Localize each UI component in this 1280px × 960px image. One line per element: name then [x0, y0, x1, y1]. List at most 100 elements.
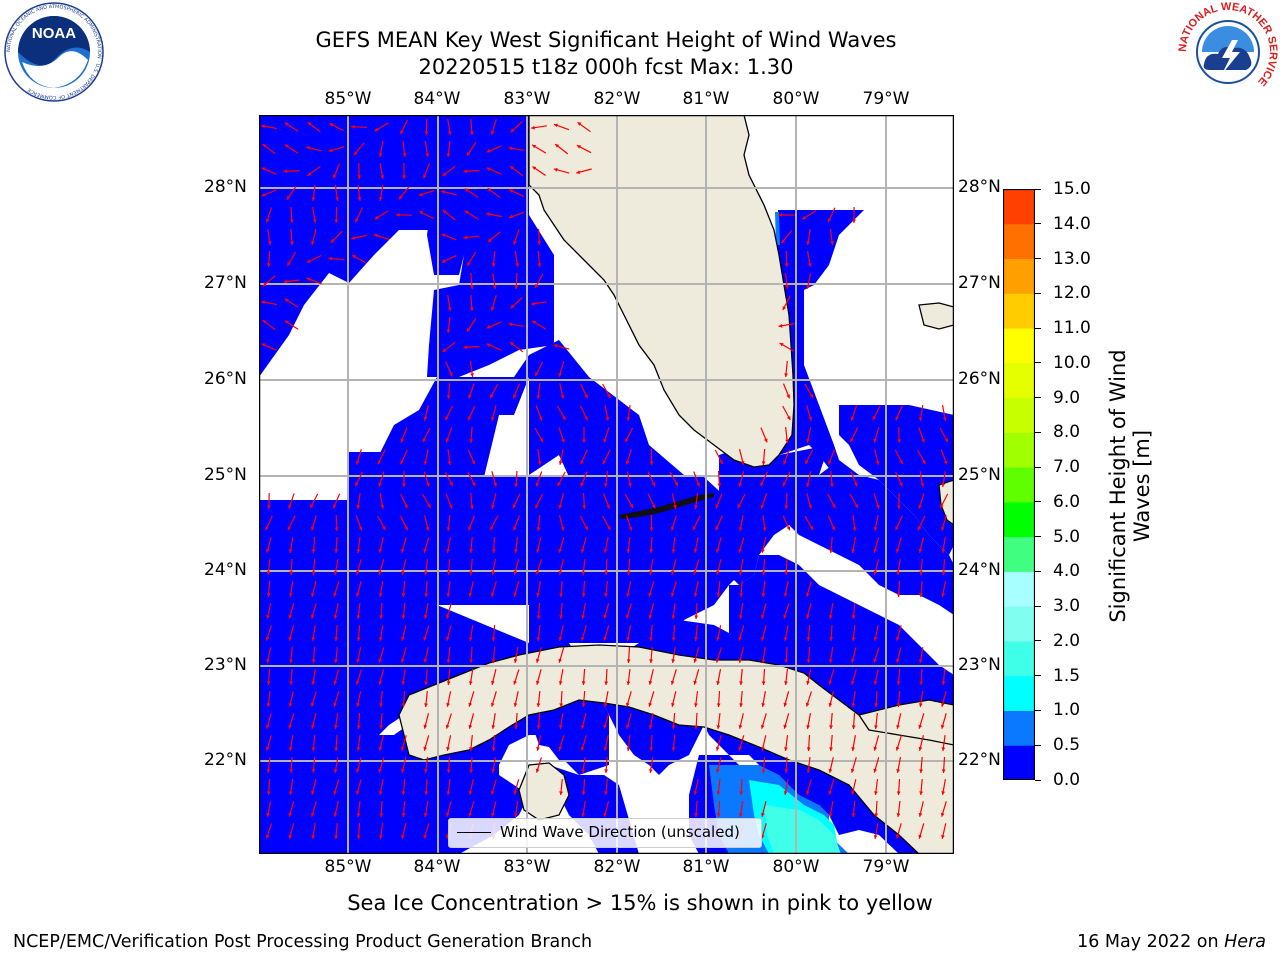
- wave-direction-arrow: [624, 493, 634, 509]
- wave-direction-arrow: [671, 603, 676, 619]
- wave-direction-arrow: [806, 427, 812, 443]
- wave-direction-arrow: [422, 427, 431, 443]
- wave-direction-arrow: [625, 515, 633, 531]
- wave-direction-arrow: [806, 669, 812, 685]
- lon-label-bottom-84w: 84°W: [413, 857, 461, 877]
- wave-direction-arrow: [491, 558, 496, 576]
- colorbar-tick-label: 6.0: [1053, 491, 1081, 512]
- wave-direction-arrow: [761, 668, 766, 686]
- wave-direction-arrow: [827, 493, 836, 509]
- wave-direction-arrow: [603, 537, 609, 553]
- wave-direction-arrow: [265, 735, 272, 751]
- wave-direction-arrow: [513, 581, 520, 597]
- lon-label-top-81w: 81°W: [682, 89, 730, 109]
- colorbar-tick-mark: [1035, 501, 1041, 503]
- wave-direction-arrow: [423, 449, 429, 465]
- wave-direction-arrow: [603, 427, 610, 443]
- wave-direction-arrow: [467, 405, 476, 421]
- wave-direction-arrow: [715, 647, 722, 663]
- wave-direction-arrow: [306, 146, 322, 152]
- wave-direction-arrow: [402, 162, 406, 180]
- wave-direction-arrow: [289, 779, 294, 795]
- wave-direction-arrow: [312, 207, 317, 223]
- wave-direction-arrow: [648, 669, 654, 685]
- wave-direction-arrow: [716, 779, 721, 795]
- wave-direction-arrow: [918, 427, 925, 443]
- wave-direction-arrow: [288, 603, 295, 619]
- wave-direction-arrow: [310, 603, 317, 619]
- page-title: GEFS MEAN Key West Significant Height of…: [315, 28, 897, 52]
- wave-direction-arrow: [311, 536, 316, 554]
- lat-label-right-24n: 24°N: [958, 560, 1001, 580]
- wave-direction-arrow: [290, 228, 294, 246]
- map-legend: Wind Wave Direction (unscaled): [448, 818, 762, 848]
- wave-direction-arrow: [626, 735, 631, 751]
- wave-direction-arrow: [537, 250, 542, 268]
- wave-direction-arrow: [625, 603, 632, 619]
- wave-direction-arrow: [604, 581, 608, 597]
- wave-direction-arrow: [424, 778, 429, 796]
- lat-label-left-27n: 27°N: [204, 273, 247, 293]
- wave-direction-arrow: [491, 757, 496, 773]
- wave-direction-arrow: [873, 515, 879, 531]
- wave-direction-arrow: [783, 581, 789, 597]
- wave-direction-arrow: [265, 625, 272, 641]
- wave-direction-arrow: [265, 515, 273, 531]
- wave-direction-arrow: [761, 558, 766, 576]
- wave-direction-arrow: [468, 801, 475, 817]
- colorbar-segment: [1003, 432, 1035, 468]
- wave-direction-arrow: [286, 186, 297, 200]
- wave-direction-arrow: [895, 625, 902, 641]
- wave-direction-arrow: [716, 559, 722, 575]
- wave-direction-arrow: [694, 712, 699, 730]
- wave-direction-arrow: [266, 559, 271, 575]
- wave-direction-arrow: [534, 273, 544, 289]
- wave-direction-arrow: [401, 757, 407, 773]
- wave-direction-arrow: [715, 493, 723, 509]
- wave-direction-arrow: [761, 580, 766, 598]
- wave-direction-arrow: [306, 254, 322, 264]
- wave-direction-arrow: [289, 756, 294, 774]
- wave-direction-arrow: [512, 493, 521, 509]
- map-panel: [259, 115, 954, 854]
- wave-direction-arrow: [356, 757, 362, 773]
- wave-direction-arrow: [510, 121, 523, 133]
- wave-direction-arrow: [759, 471, 769, 487]
- colorbar-svg: [1003, 189, 1035, 780]
- wave-direction-arrow: [576, 168, 592, 174]
- wave-direction-arrow: [464, 210, 479, 220]
- wave-direction-arrow: [334, 713, 339, 729]
- wave-direction-arrow: [464, 188, 479, 198]
- wave-direction-arrow: [918, 537, 924, 553]
- wave-direction-arrow: [738, 449, 745, 465]
- wave-direction-arrow: [577, 121, 591, 133]
- wave-direction-arrow: [424, 141, 430, 157]
- wave-direction-arrow: [379, 690, 383, 708]
- wave-direction-arrow: [806, 229, 811, 245]
- wave-direction-arrow: [782, 515, 791, 531]
- wave-direction-arrow: [805, 581, 812, 597]
- wave-direction-arrow: [581, 757, 586, 773]
- wave-direction-arrow: [357, 185, 362, 201]
- wave-direction-arrow: [401, 778, 406, 796]
- colorbar-tick-label: 12.0: [1053, 283, 1091, 304]
- wave-direction-arrow: [534, 493, 544, 509]
- wave-direction-arrow: [805, 691, 812, 707]
- wave-direction-arrow: [378, 471, 385, 487]
- colorbar-segment: [1003, 189, 1035, 225]
- wave-direction-arrow: [917, 515, 926, 531]
- wave-direction-arrow: [536, 602, 541, 620]
- ocean-region-19: [404, 765, 479, 854]
- colorbar-segment: [1003, 571, 1035, 607]
- lon-label-bottom-81w: 81°W: [682, 857, 730, 877]
- wave-direction-arrow: [333, 581, 340, 597]
- wave-direction-arrow: [782, 471, 791, 487]
- wave-direction-arrow: [778, 213, 795, 217]
- wave-direction-arrow: [395, 213, 413, 217]
- wave-direction-arrow: [693, 471, 700, 487]
- wave-direction-arrow: [400, 493, 408, 509]
- colorbar-tick-mark: [1035, 640, 1041, 642]
- wave-direction-arrow: [941, 823, 947, 839]
- wave-direction-arrow: [580, 735, 587, 751]
- wave-direction-arrow: [311, 581, 317, 597]
